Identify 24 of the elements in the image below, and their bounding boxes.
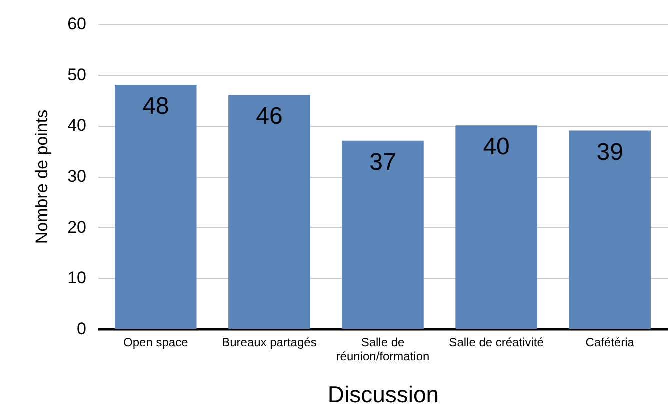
y-tick-label: 60 — [68, 14, 86, 34]
y-tick-label: 40 — [68, 116, 86, 136]
x-tick-label: Open space — [124, 336, 189, 350]
x-tick-label: Bureaux partagés — [222, 336, 317, 350]
data-label: 46 — [256, 103, 283, 130]
data-label: 40 — [483, 134, 510, 161]
x-tick-label: Salle de réunion/formation — [336, 336, 430, 364]
x-tick-label: Salle de créativité — [449, 336, 544, 350]
x-axis-title: Discussion — [328, 382, 440, 408]
y-tick-label: 50 — [68, 65, 86, 84]
data-label: 48 — [142, 93, 170, 120]
bar — [115, 85, 197, 329]
bar — [228, 95, 310, 329]
data-label: 37 — [370, 148, 396, 176]
bar — [456, 126, 538, 329]
y-axis-title: Nombre de points — [32, 110, 52, 244]
bar — [342, 140, 424, 329]
y-tick-label: 0 — [77, 320, 86, 338]
y-tick-label: 10 — [68, 268, 86, 288]
y-tick-label: 30 — [68, 167, 86, 186]
x-tick-label: Cafétéria — [586, 336, 635, 350]
y-tick-label: 20 — [68, 218, 86, 237]
data-label: 39 — [596, 138, 624, 166]
bar — [569, 130, 651, 329]
